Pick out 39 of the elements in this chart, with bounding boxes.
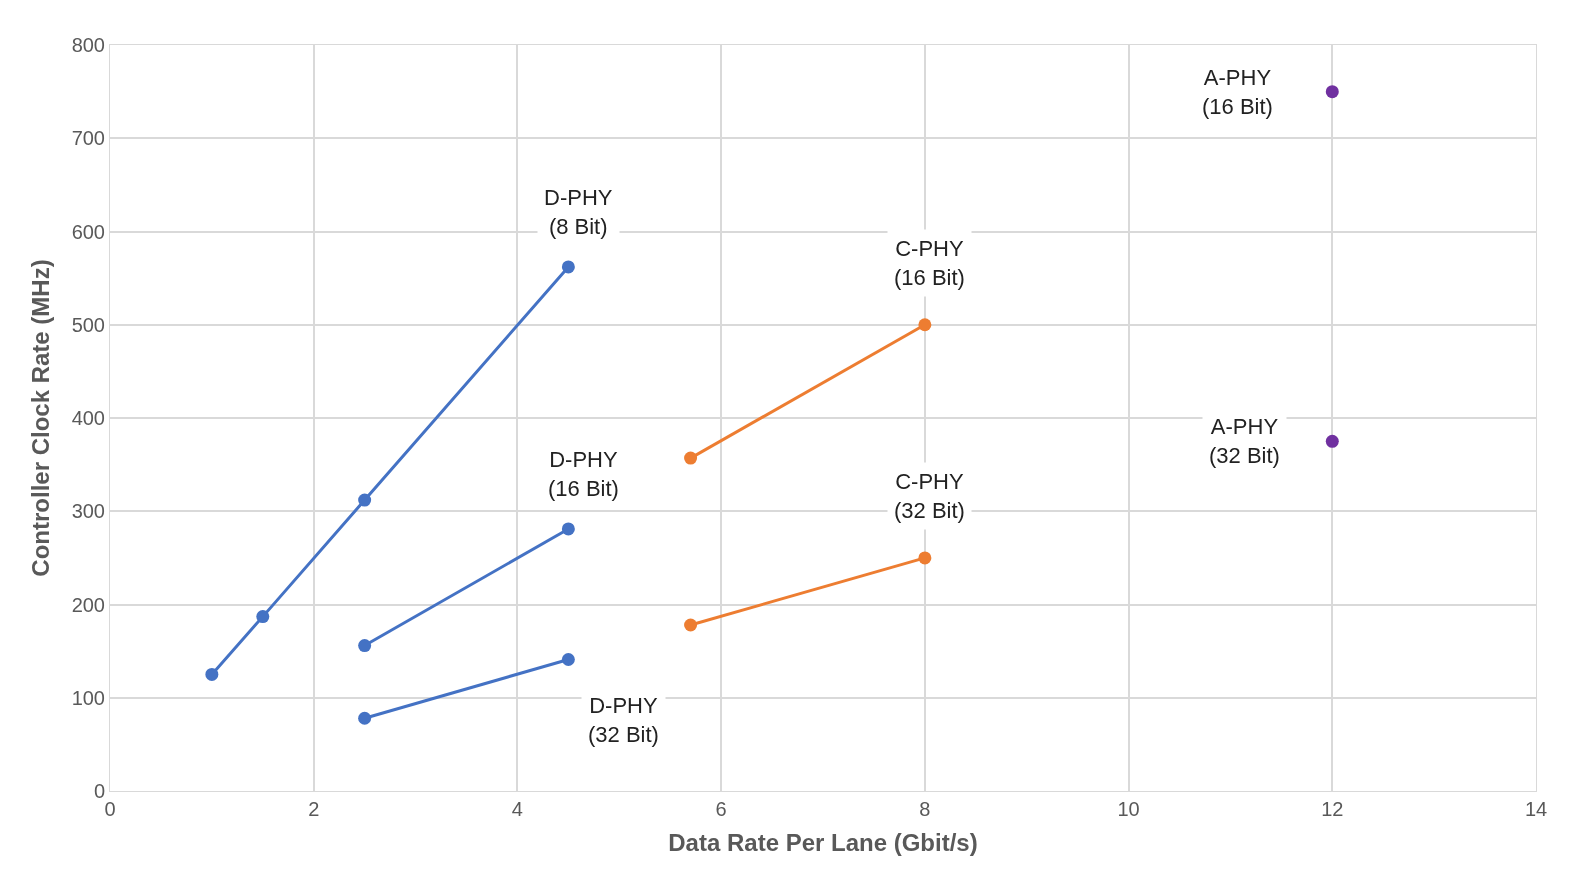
- series-label: C-PHY (16 Bit): [894, 236, 965, 290]
- point: [684, 618, 698, 632]
- y-tick-label: 800: [71, 34, 105, 56]
- x-tick-label: 6: [715, 798, 727, 820]
- text: A-PHY (16 Bit): [1202, 65, 1273, 119]
- x-axis-title: Data Rate Per Lane (Gbit/s): [668, 829, 978, 857]
- x-tick-label: 12: [1321, 798, 1344, 820]
- point: [256, 610, 270, 624]
- point: [205, 667, 219, 681]
- series-label: D-PHY (32 Bit): [588, 693, 659, 747]
- x-tick-label: 2: [308, 798, 320, 820]
- point: [358, 711, 372, 725]
- y-tick-label: 600: [71, 220, 105, 243]
- point: [561, 260, 575, 274]
- point: [918, 551, 932, 565]
- x-tick-label: 14: [1524, 798, 1548, 820]
- text: A-PHY (32 Bit): [1209, 414, 1280, 468]
- point: [1325, 434, 1339, 448]
- y-tick-label: 400: [71, 407, 105, 429]
- x-tick-label: 10: [1117, 798, 1140, 820]
- y-tick-label: 300: [71, 500, 105, 523]
- point: [358, 639, 372, 653]
- y-tick-label: 0: [93, 780, 105, 802]
- point: [358, 493, 372, 507]
- point: [561, 522, 575, 536]
- y-tick-label: 200: [71, 593, 105, 616]
- x-tick-label: 4: [511, 798, 523, 820]
- point: [561, 653, 575, 667]
- y-tick-label: 100: [71, 686, 105, 709]
- y-axis-title: Controller Clock Rate (MHz): [26, 259, 54, 577]
- x-tick-label: 8: [919, 798, 931, 820]
- y-tick-label: 700: [71, 127, 105, 150]
- series-label: D-PHY (16 Bit): [548, 447, 619, 501]
- point: [1325, 85, 1339, 99]
- point: [684, 451, 698, 465]
- y-tick-label: 500: [71, 313, 105, 336]
- point: [918, 318, 932, 332]
- series-label: C-PHY (32 Bit): [894, 469, 965, 523]
- series-label: D-PHY (8 Bit): [544, 185, 613, 239]
